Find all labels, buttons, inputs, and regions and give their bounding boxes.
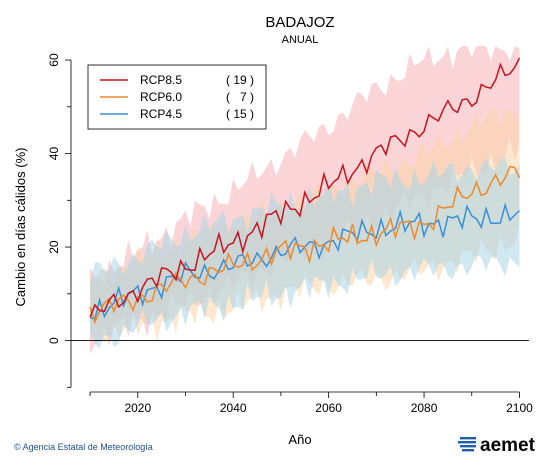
band-rcp45	[90, 157, 520, 349]
agency-credit: © Agencia Estatal de Meteorología	[14, 442, 153, 452]
x-tick-label: 2020	[124, 401, 151, 415]
x-tick-label: 2100	[506, 401, 533, 415]
x-tick-label: 2040	[220, 401, 247, 415]
y-tick-label: 60	[47, 53, 61, 67]
legend-label: RCP8.5	[140, 73, 182, 87]
series-lines	[89, 57, 521, 325]
y-axis-label: Cambio en días cálidos (%)	[13, 148, 28, 307]
agency-credit-text: Agencia Estatal de Meteorología	[22, 442, 153, 452]
x-tick-label: 2080	[411, 401, 438, 415]
chart-subtitle: ANUAL	[282, 34, 319, 46]
chart-title: BADAJOZ	[265, 14, 334, 31]
x-tick-label: 2060	[315, 401, 342, 415]
aemet-logo-mark	[458, 437, 476, 452]
legend: RCP8.5 ( 19 ) RCP6.0 ( 7 ) RCP4.5 ( 15 )	[87, 64, 267, 130]
copyright-icon: ©	[14, 442, 21, 452]
aemet-logo: aemet	[458, 435, 536, 456]
series-line-rcp85	[89, 57, 521, 318]
y-tick-label: 0	[47, 337, 61, 344]
legend-count: ( 7 )	[226, 90, 254, 104]
series-line-rcp60	[89, 165, 521, 325]
y-tick-label: 40	[47, 147, 61, 161]
legend-label: RCP6.0	[140, 90, 182, 104]
legend-count: ( 15 )	[226, 107, 254, 121]
aemet-logo-text: aemet	[480, 435, 536, 456]
y-tick-label: 20	[47, 240, 61, 254]
legend-count: ( 19 )	[226, 73, 254, 87]
x-axis-label: Año	[288, 432, 311, 447]
legend-label: RCP4.5	[140, 107, 182, 121]
